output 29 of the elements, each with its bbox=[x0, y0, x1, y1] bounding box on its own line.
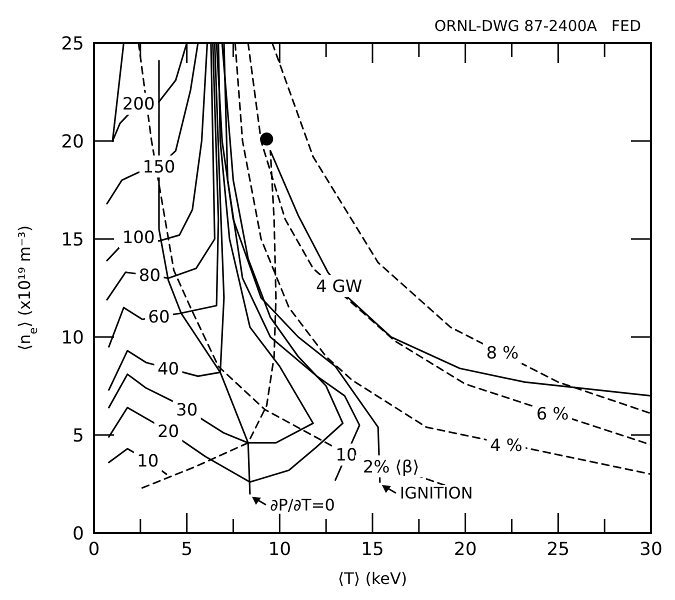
annotation: 20 bbox=[157, 422, 180, 442]
x-tick-label: 5 bbox=[181, 539, 193, 560]
annotation: 2% ⟨β⟩ bbox=[362, 457, 420, 478]
annotation: 8 % bbox=[486, 344, 519, 364]
annotation: 10 bbox=[137, 451, 159, 472]
x-tick-label: 0 bbox=[88, 539, 100, 560]
annotation: 4 GW bbox=[316, 276, 362, 297]
annotation: 60 bbox=[148, 307, 170, 328]
annotation: ∂P/∂T=0 bbox=[270, 495, 335, 514]
y-tick-label: 10 bbox=[61, 327, 84, 348]
annotation: 10 bbox=[336, 446, 358, 466]
y-tick-label: 5 bbox=[72, 425, 84, 446]
x-tick-label: 25 bbox=[546, 539, 570, 560]
x-tick-label: 20 bbox=[454, 539, 477, 560]
annotation: 6 % bbox=[536, 404, 569, 424]
annotation: IGNITION bbox=[400, 484, 473, 503]
x-tick-label: 15 bbox=[361, 539, 384, 560]
y-tick-label: 20 bbox=[61, 131, 84, 152]
text: ORNL-DWG 87-2400A FED bbox=[434, 17, 641, 35]
x-tick-label: 10 bbox=[268, 539, 292, 560]
annotation: 80 bbox=[138, 266, 161, 286]
annotation: 40 bbox=[157, 359, 180, 380]
x-tick-label: 30 bbox=[640, 539, 662, 560]
y-tick-label: 25 bbox=[61, 33, 84, 54]
x-axis-title: ⟨T⟩ (keV) bbox=[338, 569, 408, 588]
annotation: 30 bbox=[176, 400, 198, 420]
annotation: 4 % bbox=[490, 436, 522, 456]
y-tick-label: 15 bbox=[61, 229, 84, 250]
y-tick-label: 0 bbox=[72, 523, 84, 544]
